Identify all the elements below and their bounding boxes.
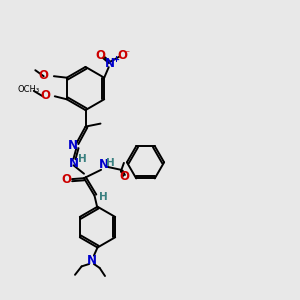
Text: O: O <box>119 170 129 183</box>
Text: O: O <box>40 89 50 102</box>
Text: +: + <box>112 55 119 64</box>
Text: O: O <box>117 49 127 62</box>
Text: H: H <box>77 154 86 164</box>
Text: N: N <box>86 254 97 268</box>
Text: H: H <box>98 192 107 202</box>
Text: H: H <box>106 158 115 168</box>
Text: N: N <box>68 139 78 152</box>
Text: O: O <box>61 173 71 186</box>
Text: O: O <box>95 49 105 62</box>
Text: ⁻: ⁻ <box>125 49 130 59</box>
Text: N: N <box>105 57 115 70</box>
Text: N: N <box>98 158 109 172</box>
Text: O: O <box>39 69 49 82</box>
Text: OCH₃: OCH₃ <box>18 85 40 94</box>
Text: N: N <box>68 157 79 170</box>
